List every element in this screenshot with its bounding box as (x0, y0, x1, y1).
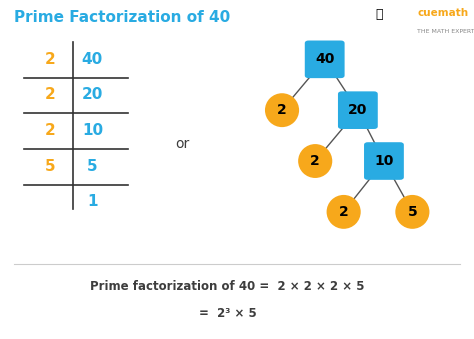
Text: 🚀: 🚀 (375, 8, 383, 21)
FancyBboxPatch shape (364, 142, 404, 180)
Text: cuemath: cuemath (417, 8, 468, 18)
Text: 2: 2 (45, 87, 55, 102)
Text: Prime Factorization of 40: Prime Factorization of 40 (14, 10, 230, 25)
Ellipse shape (265, 93, 299, 127)
Text: or: or (175, 137, 190, 151)
Text: 20: 20 (82, 87, 103, 102)
Text: =  2³ × 5: = 2³ × 5 (199, 307, 256, 320)
FancyBboxPatch shape (338, 91, 378, 129)
Text: 20: 20 (348, 103, 367, 117)
Text: 40: 40 (315, 52, 334, 66)
Text: 5: 5 (45, 159, 55, 174)
Text: 1: 1 (87, 194, 98, 209)
Text: 2: 2 (277, 103, 287, 117)
Text: 2: 2 (45, 123, 55, 138)
Text: 10: 10 (82, 123, 103, 138)
Ellipse shape (298, 144, 332, 178)
Text: THE MATH EXPERT: THE MATH EXPERT (417, 29, 474, 34)
Text: 2: 2 (45, 52, 55, 67)
Text: 2: 2 (339, 205, 348, 219)
Text: 5: 5 (87, 159, 98, 174)
Text: 40: 40 (82, 52, 103, 67)
Ellipse shape (327, 195, 361, 229)
Text: 10: 10 (374, 154, 393, 168)
Ellipse shape (395, 195, 429, 229)
Text: 2: 2 (310, 154, 320, 168)
Text: Prime factorization of 40 =  2 × 2 × 2 × 5: Prime factorization of 40 = 2 × 2 × 2 × … (90, 280, 365, 293)
FancyBboxPatch shape (305, 41, 345, 78)
Text: 5: 5 (408, 205, 417, 219)
